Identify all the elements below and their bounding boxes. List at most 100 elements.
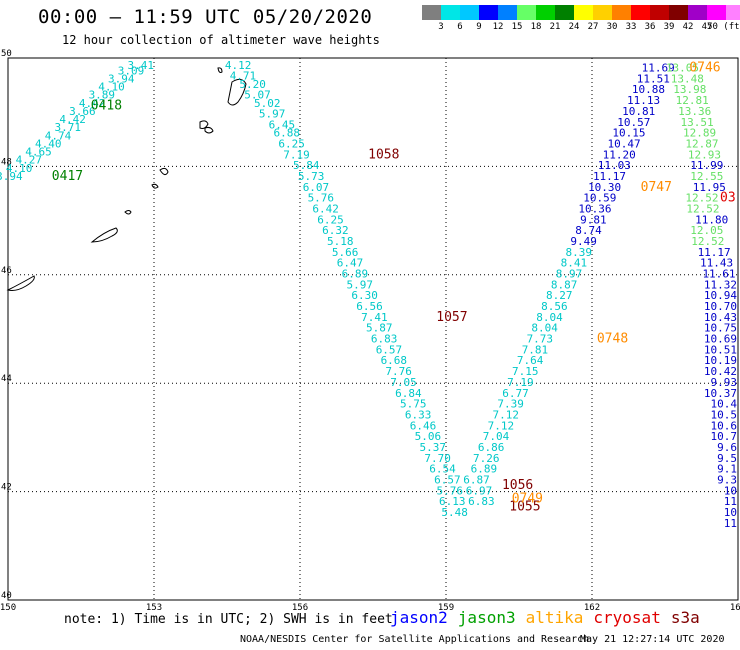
wave-height-value: 7.05 (390, 376, 417, 389)
legend-swatch (517, 5, 536, 20)
mission-label: jason2 (390, 608, 448, 627)
wave-height-value: 4.65 (25, 146, 52, 159)
page-title: 00:00 – 11:59 UTC 05/20/2020 (38, 6, 373, 28)
wave-height-value: 6.57 (376, 343, 403, 356)
pass-time-label: 1055 (509, 500, 540, 515)
wave-height-value: 3.41 (128, 59, 155, 72)
wave-height-value: 7.19 (283, 148, 310, 161)
legend-tick-label: 39 (663, 22, 675, 32)
legend-tick-label: 15 (511, 22, 523, 32)
wave-height-value: 8.27 (546, 289, 573, 302)
pass-time-label: 1057 (436, 310, 467, 325)
wave-height-value: 6.97 (466, 484, 493, 497)
wave-height-value: 4.42 (79, 97, 106, 110)
wave-height-value: 6.32 (322, 224, 349, 237)
wave-height-value: 3.66 (69, 105, 96, 118)
wave-height-value: 11.17 (593, 170, 626, 183)
y-tick-label: 40 (1, 591, 12, 601)
wave-height-value: 6.89 (342, 268, 369, 281)
wave-height-value: 8.04 (536, 311, 563, 324)
wave-height-value: 11.61 (702, 268, 735, 281)
wave-height-value: 6.07 (303, 181, 330, 194)
island-shape (90, 227, 118, 243)
wave-height-value: 12.52 (691, 235, 724, 248)
wave-height-value: 8.04 (531, 322, 558, 335)
wave-height-value: 11.32 (704, 278, 737, 291)
wave-height-value: 4.71 (230, 70, 257, 83)
wave-height-value: 10.43 (704, 311, 737, 324)
wave-height-value: 12.52 (686, 202, 719, 215)
pass-time-label: 0746 (689, 61, 720, 76)
wave-height-value: 8.97 (556, 268, 583, 281)
legend-tick-label: 21 (549, 22, 561, 32)
wave-height-value: 4.27 (16, 154, 43, 167)
pass-time-label: 1056 (502, 478, 533, 493)
wave-height-value: 12.55 (690, 170, 723, 183)
wave-height-value: 10.47 (608, 137, 641, 150)
island-shape (217, 67, 223, 73)
legend-tick-label: 24 (568, 22, 580, 32)
wave-height-value: 6.89 (471, 463, 498, 476)
wave-height-value: 11.20 (603, 148, 636, 161)
island-shape (227, 78, 247, 106)
wave-height-value: 5.87 (366, 322, 393, 335)
wave-height-value: 11.03 (598, 159, 631, 172)
legend-tick-label: 27 (587, 22, 599, 32)
wave-height-value: 13.51 (681, 116, 714, 129)
wave-height-value: 7.73 (527, 333, 554, 346)
wave-height-value: 4.10 (6, 162, 33, 175)
mission-label: altika (525, 608, 584, 627)
island-shape (204, 126, 214, 134)
wave-height-value: 6.54 (429, 463, 456, 476)
legend-tick-label: 70 (ft) (707, 22, 740, 32)
wave-height-value: 6.47 (337, 257, 364, 270)
pass-time-label: 0747 (641, 180, 672, 195)
legend-swatch (422, 5, 441, 20)
x-tick-label: 156 (292, 603, 308, 613)
wave-height-value: 6.30 (351, 289, 378, 302)
wave-height-value: 10.15 (612, 127, 645, 140)
color-scale-legend (422, 5, 740, 20)
legend-tick-label: 45 (701, 22, 713, 32)
island-shape (159, 167, 169, 176)
wave-height-value: 11.43 (700, 257, 733, 270)
legend-tick-label: 18 (530, 22, 542, 32)
wave-height-value: 6.83 (468, 495, 495, 508)
x-tick-label: 159 (438, 603, 454, 613)
wave-height-value: 8.87 (551, 278, 578, 291)
wave-height-value: 6.25 (317, 213, 344, 226)
legend-swatch (555, 5, 574, 20)
wave-height-value: 10.70 (704, 300, 737, 313)
wave-height-value: 6.86 (478, 441, 505, 454)
legend-tick-label: 33 (625, 22, 637, 32)
wave-height-value: 11.99 (690, 159, 723, 172)
coastline-islands (6, 67, 247, 291)
wave-height-value: 9.81 (580, 213, 607, 226)
wave-height-value: 10.6 (711, 419, 738, 432)
wave-height-value: 10.88 (632, 83, 665, 96)
legend-swatch (650, 5, 669, 20)
legend-swatch (460, 5, 479, 20)
wave-height-value: 5.37 (420, 441, 447, 454)
legend-tick-label: 6 (457, 22, 463, 32)
legend-swatch (441, 5, 460, 20)
island-shape (151, 183, 159, 189)
wave-height-value: 5.73 (298, 170, 325, 183)
legend-swatch (631, 5, 650, 20)
mission-label: s3a (670, 608, 700, 627)
page-subtitle: 12 hour collection of altimeter wave hei… (62, 33, 380, 47)
credit-line: NOAA/NESDIS Center for Satellite Applica… (240, 634, 590, 645)
wave-height-value: 10.75 (704, 322, 737, 335)
wave-height-value: 12.93 (688, 148, 721, 161)
wave-height-value: 6.68 (381, 354, 408, 367)
y-tick-label: 42 (1, 483, 12, 493)
wave-height-value: 13.98 (673, 83, 706, 96)
wave-height-value: 7.70 (424, 452, 451, 465)
wave-height-value: 5.84 (293, 159, 320, 172)
wave-height-value: 10.19 (704, 354, 737, 367)
y-tick-label: 50 (1, 49, 12, 59)
wave-height-value: 10.4 (711, 398, 738, 411)
wave-height-value: 12.89 (683, 127, 716, 140)
wave-height-value: 5.66 (332, 246, 359, 259)
